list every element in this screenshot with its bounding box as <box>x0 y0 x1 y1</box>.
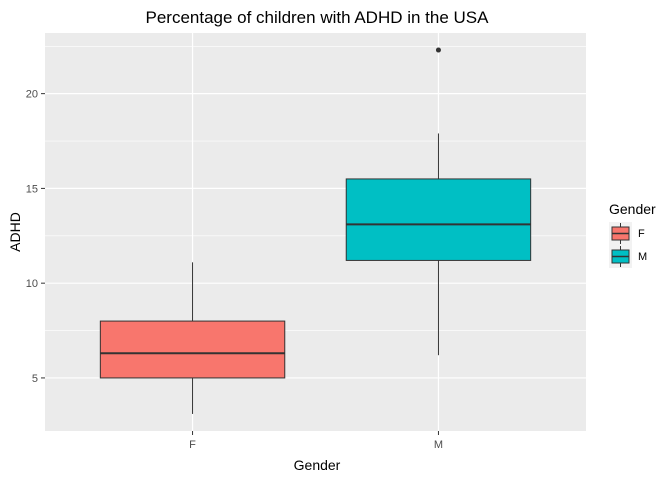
box-F <box>99 262 286 414</box>
legend-label-F: F <box>638 228 645 240</box>
x-tick-label: F <box>189 439 196 451</box>
boxplot-boxes <box>99 47 532 414</box>
box-M <box>345 47 532 356</box>
outlier-point-M <box>435 47 441 53</box>
legend-entries: FM <box>609 222 647 268</box>
box-body-F <box>99 320 286 379</box>
y-axis-title: ADHD <box>7 212 23 252</box>
y-tick-label: 10 <box>26 278 38 290</box>
y-tick-label: 15 <box>26 183 38 195</box>
legend: Gender FM <box>609 201 656 268</box>
y-axis-ticks: 5 10 15 20 <box>26 89 45 385</box>
legend-entry-M: M <box>609 245 647 268</box>
y-tick-label: 20 <box>26 89 38 101</box>
x-tick-label: M <box>434 439 443 451</box>
legend-label-M: M <box>638 251 647 263</box>
y-tick-label: 5 <box>32 373 38 385</box>
box-body-M <box>345 178 532 261</box>
legend-title: Gender <box>609 201 656 217</box>
chart-title: Percentage of children with ADHD in the … <box>145 8 489 27</box>
legend-entry-F: F <box>609 222 645 245</box>
x-axis-title: Gender <box>294 457 341 473</box>
